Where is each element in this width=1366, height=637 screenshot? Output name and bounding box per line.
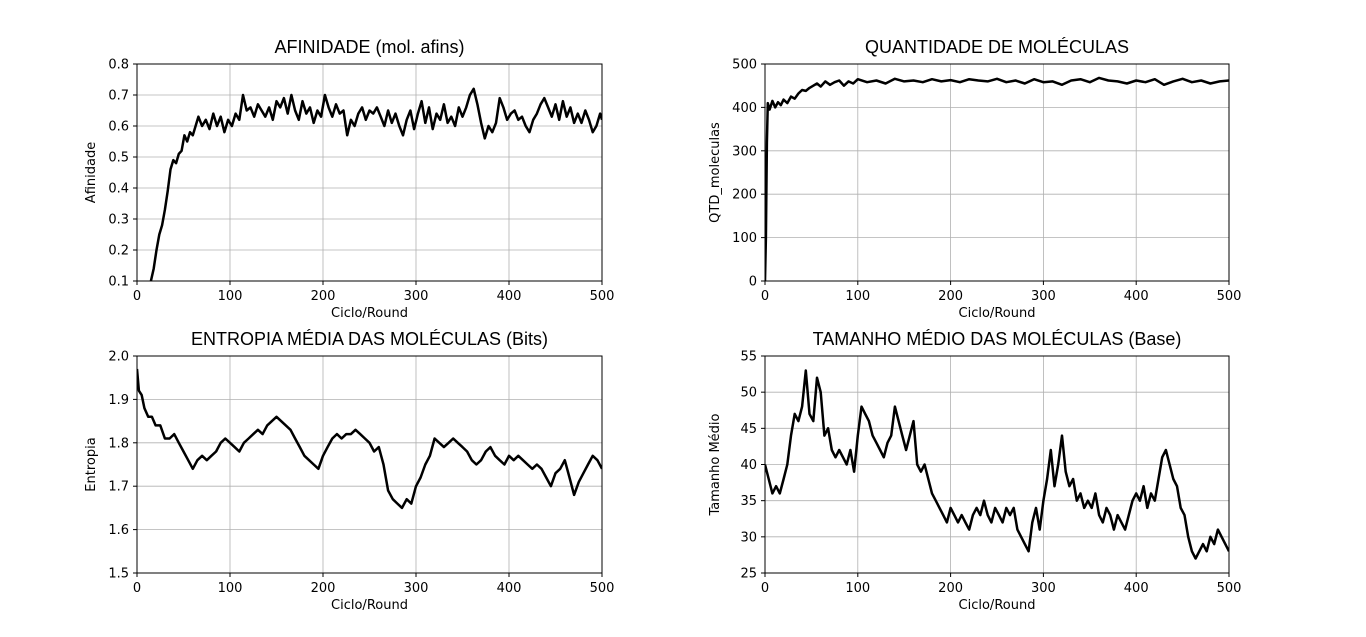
afinidade-x-tick-label: 100 xyxy=(218,289,243,304)
tamanho-y-tick-label: 25 xyxy=(740,567,757,582)
tamanho-y-tick-label: 35 xyxy=(740,494,757,509)
afinidade-y-tick-label: 0.1 xyxy=(108,275,129,290)
quantidade-y-tick-label: 100 xyxy=(732,231,757,246)
entropia-y-axis-label: Entropia xyxy=(84,437,99,491)
quantidade-y-tick-label: 200 xyxy=(732,188,757,203)
afinidade-title: AFINIDADE (mol. afins) xyxy=(274,37,464,57)
entropia-y-tick-label: 1.7 xyxy=(108,480,129,495)
afinidade-y-tick-label: 0.6 xyxy=(108,120,129,135)
quantidade-x-axis-label: Ciclo/Round xyxy=(959,306,1036,321)
tamanho-x-tick-label: 400 xyxy=(1124,581,1149,596)
entropia-x-tick-label: 100 xyxy=(218,581,243,596)
quantidade-plot-area xyxy=(765,64,1229,281)
afinidade-series-line xyxy=(149,87,602,281)
tamanho-y-tick-label: 45 xyxy=(740,422,757,437)
tamanho-x-axis-label: Ciclo/Round xyxy=(959,598,1036,613)
entropia-x-tick-label: 300 xyxy=(404,581,429,596)
entropia-x-tick-label: 400 xyxy=(497,581,522,596)
entropia-y-tick-label: 1.6 xyxy=(108,523,129,538)
afinidade-x-axis-label: Ciclo/Round xyxy=(331,306,408,321)
quantidade-y-tick-label: 300 xyxy=(732,144,757,159)
quantidade-x-tick-label: 400 xyxy=(1124,289,1149,304)
afinidade-axes-frame xyxy=(136,63,603,282)
tamanho-title: TAMANHO MÉDIO DAS MOLÉCULAS (Base) xyxy=(813,329,1182,349)
tamanho-y-tick-label: 55 xyxy=(740,350,757,365)
quantidade-y-tick-label: 500 xyxy=(732,58,757,73)
entropia-title: ENTROPIA MÉDIA DAS MOLÉCULAS (Bits) xyxy=(191,329,548,349)
tamanho-x-tick-label: 300 xyxy=(1031,581,1056,596)
afinidade-x-tick-label: 0 xyxy=(133,289,141,304)
entropia-y-tick-label: 2.0 xyxy=(108,350,129,365)
afinidade-plot-area xyxy=(137,64,602,281)
afinidade-x-tick-label: 400 xyxy=(497,289,522,304)
quantidade-x-tick-label: 500 xyxy=(1217,289,1242,304)
entropia-x-axis-label: Ciclo/Round xyxy=(331,598,408,613)
quantidade-y-axis-label: QTD_moleculas xyxy=(708,122,723,223)
entropia-y-tick-label: 1.8 xyxy=(108,436,129,451)
entropia-series-line xyxy=(137,368,602,510)
tamanho-y-tick-label: 50 xyxy=(740,386,757,401)
afinidade-y-tick-label: 0.7 xyxy=(108,89,129,104)
afinidade-y-tick-label: 0.2 xyxy=(108,244,129,259)
quantidade-y-tick-label: 0 xyxy=(749,275,757,290)
tamanho-y-tick-label: 30 xyxy=(740,530,757,545)
tamanho-x-tick-label: 500 xyxy=(1217,581,1242,596)
afinidade-y-tick-label: 0.5 xyxy=(108,151,129,166)
tamanho-y-tick-label: 40 xyxy=(740,458,757,473)
entropia-chart: 0 100 200 300 400 500 1.5 1.6 1.7 1.8 1.9 2.0 ENTROP… xyxy=(84,329,614,613)
entropia-y-tick-label: 1.9 xyxy=(108,393,129,408)
afinidade-x-tick-label: 300 xyxy=(404,289,429,304)
tamanho-chart: 0 100 200 300 400 500 25 30 35 40 45 50 55 TAMANHO MÉ… xyxy=(708,329,1241,613)
afinidade-y-tick-label: 0.4 xyxy=(108,182,129,197)
entropia-x-tick-label: 500 xyxy=(590,581,615,596)
entropia-axes-frame xyxy=(136,355,603,574)
afinidade-x-tick-label: 500 xyxy=(590,289,615,304)
entropia-plot-area xyxy=(137,356,602,573)
afinidade-y-tick-label: 0.8 xyxy=(108,58,129,73)
afinidade-y-axis-label: Afinidade xyxy=(84,142,99,203)
tamanho-series-line xyxy=(765,369,1229,560)
entropia-x-tick-label: 0 xyxy=(133,581,141,596)
tamanho-x-tick-label: 100 xyxy=(845,581,870,596)
afinidade-y-tick-label: 0.3 xyxy=(108,213,129,228)
tamanho-y-axis-label: Tamanho Médio xyxy=(708,413,723,516)
quantidade-series-line xyxy=(765,76,1229,281)
quantidade-x-tick-label: 0 xyxy=(761,289,769,304)
afinidade-x-tick-label: 200 xyxy=(311,289,336,304)
quantidade-y-tick-label: 400 xyxy=(732,101,757,116)
tamanho-x-tick-label: 200 xyxy=(938,581,963,596)
quantidade-x-tick-label: 100 xyxy=(845,289,870,304)
entropia-x-tick-label: 200 xyxy=(311,581,336,596)
quantidade-chart: 0 100 200 300 400 500 0 100 200 300 400 500 QUANTIDA… xyxy=(708,37,1241,321)
afinidade-chart: 0 100 200 300 400 500 0.1 0.2 0.3 0.4 0.5 0.6 0.7 0.8… xyxy=(84,37,614,321)
tamanho-x-tick-label: 0 xyxy=(761,581,769,596)
quantidade-x-tick-label: 200 xyxy=(938,289,963,304)
quantidade-x-tick-label: 300 xyxy=(1031,289,1056,304)
quantidade-title: QUANTIDADE DE MOLÉCULAS xyxy=(865,37,1129,57)
quantidade-axes-frame xyxy=(764,63,1230,282)
entropia-y-tick-label: 1.5 xyxy=(108,567,129,582)
